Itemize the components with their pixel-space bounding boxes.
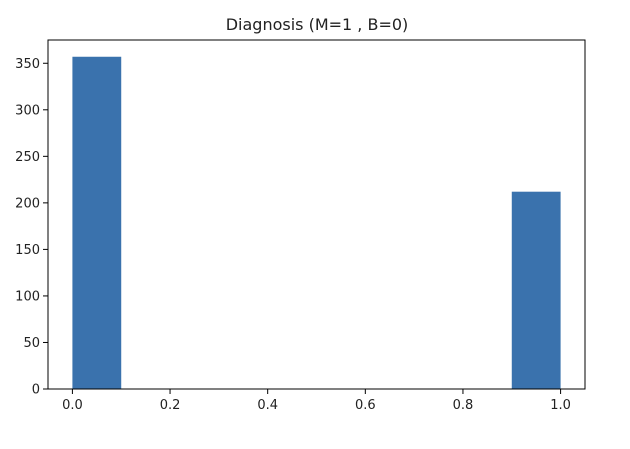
- y-tick-label: 300: [15, 103, 40, 118]
- x-tick-label: 0.2: [160, 398, 181, 413]
- plot-frame: [47, 39, 586, 390]
- axes-layer: 0 50 100 150 200 250 300 350 0.0 0.2 0.4 0.6 0.8 1.0: [15, 39, 586, 413]
- y-tick-label: 0: [32, 383, 40, 398]
- x-tick-label: 0.4: [257, 398, 278, 413]
- x-tick-label: 0.6: [355, 398, 376, 413]
- x-tick-label: 0.0: [62, 398, 83, 413]
- y-tick-label: 350: [15, 57, 40, 72]
- y-tick-label: 200: [15, 196, 40, 211]
- y-tick-label: 50: [23, 336, 40, 351]
- x-tick-label: 1.0: [550, 398, 571, 413]
- y-tick-label: 250: [15, 150, 40, 165]
- x-tick-label: 0.8: [453, 398, 474, 413]
- histogram-bar-0: [72, 56, 122, 389]
- chart-title: Diagnosis (M=1 , B=0): [226, 15, 409, 34]
- histogram-bar-9: [511, 191, 561, 389]
- bars-layer: [72, 56, 561, 389]
- y-tick-label: 100: [15, 289, 40, 304]
- y-tick-label: 150: [15, 243, 40, 258]
